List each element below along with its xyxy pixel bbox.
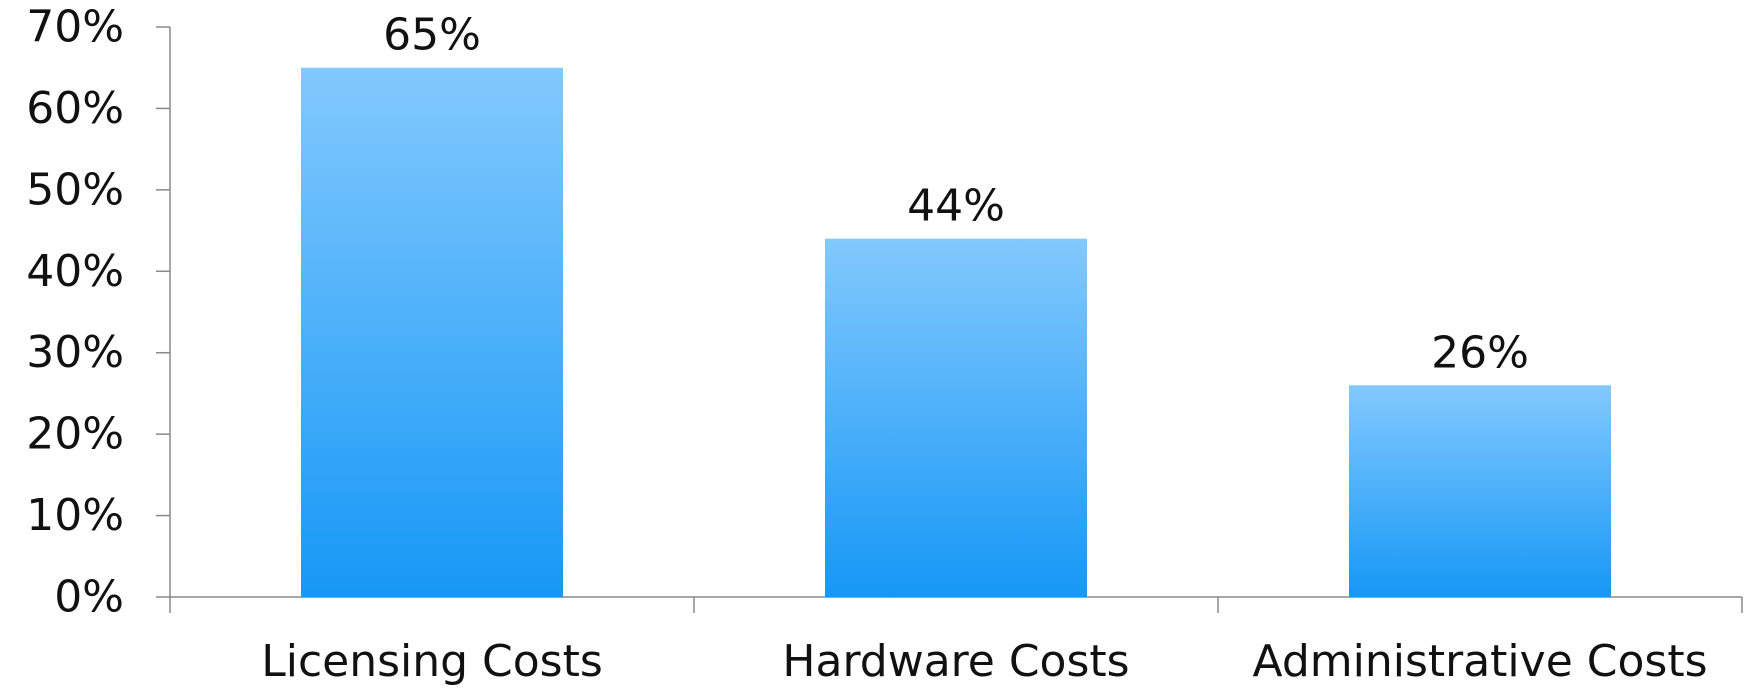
y-tick-label: 60% (26, 83, 124, 134)
bar (1349, 385, 1611, 597)
y-tick-label: 40% (26, 246, 124, 297)
x-axis: Licensing Costs Hardware Costs Administrat… (169, 596, 1743, 687)
bar-data-label: 26% (1431, 327, 1529, 378)
y-tick-label: 10% (26, 490, 124, 541)
bar-data-label: 65% (383, 10, 481, 61)
y-tick-label: 70% (26, 2, 124, 53)
bars (301, 67, 1611, 597)
y-tick-label: 20% (26, 409, 124, 460)
x-category-label: Hardware Costs (782, 636, 1129, 687)
bar (825, 238, 1087, 597)
bar (301, 67, 563, 597)
bar-data-label: 44% (907, 181, 1005, 232)
y-tick-label: 30% (26, 327, 124, 378)
y-tick-label: 50% (26, 164, 124, 215)
data-labels: 65% 44% 26% (383, 10, 1529, 379)
x-category-label: Administrative Costs (1253, 636, 1708, 687)
x-category-label: Licensing Costs (261, 636, 603, 687)
y-axis: 0% 10% 20% 30% 40% 50% 60% 70% (26, 2, 171, 623)
y-tick-label: 0% (54, 572, 124, 623)
